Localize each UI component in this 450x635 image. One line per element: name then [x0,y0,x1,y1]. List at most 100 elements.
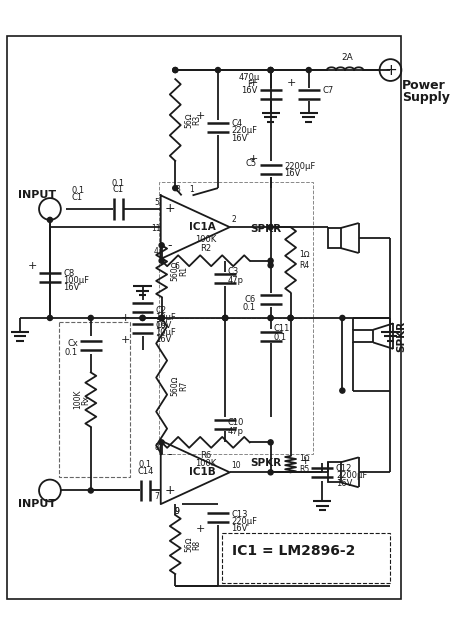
Circle shape [288,316,293,321]
Text: 56Ω: 56Ω [184,112,194,128]
Text: +: + [28,261,37,271]
Circle shape [159,243,164,248]
Text: +: + [196,111,205,121]
Text: R7: R7 [179,381,188,391]
Bar [159,318,313,454]
Text: IC1 = LM2896-2: IC1 = LM2896-2 [232,544,355,558]
Text: R8: R8 [193,540,202,549]
Text: C13: C13 [232,510,248,519]
Text: 100K: 100K [73,390,82,410]
Text: C4: C4 [232,119,243,128]
Text: 0.1: 0.1 [243,302,256,312]
Text: C10: C10 [228,418,244,427]
Text: 16V: 16V [232,524,248,533]
Text: +: + [300,456,310,466]
Text: 5: 5 [154,198,159,207]
Text: 9: 9 [175,507,180,516]
Bar [328,462,341,483]
Text: C9: C9 [155,321,166,330]
Text: 11: 11 [151,224,161,234]
Circle shape [173,67,178,72]
Circle shape [140,316,145,321]
Text: 2: 2 [232,215,236,224]
Circle shape [88,316,93,321]
Text: C5: C5 [246,159,257,168]
Text: 8: 8 [154,443,159,452]
Circle shape [173,185,178,190]
Text: 1Ω: 1Ω [299,454,310,463]
Circle shape [268,263,273,268]
Circle shape [268,225,273,230]
Text: +: + [165,203,175,215]
Circle shape [159,316,164,321]
Text: C2: C2 [155,306,166,315]
Text: IC1B: IC1B [189,467,216,478]
Text: 2A: 2A [341,53,353,62]
Text: +: + [121,314,130,323]
Text: C8: C8 [63,269,75,278]
Bar [159,182,313,318]
Text: C1: C1 [72,192,83,202]
Text: C11: C11 [273,324,290,333]
Text: R5: R5 [299,465,309,474]
Circle shape [268,316,273,321]
Text: 100μF: 100μF [63,276,90,285]
Text: 100K: 100K [195,458,216,468]
Text: 0.1: 0.1 [139,460,152,469]
Text: 2200μF: 2200μF [284,162,315,171]
Text: +: + [248,154,258,164]
Circle shape [223,316,228,321]
Text: 16V: 16V [242,86,258,95]
Bar [353,330,373,342]
Text: R2: R2 [200,244,211,253]
Text: +: + [384,62,397,77]
Circle shape [340,388,345,393]
Text: Power: Power [402,79,446,92]
Circle shape [173,67,178,72]
Text: 560Ω: 560Ω [171,261,180,281]
Text: 4: 4 [154,247,159,256]
Text: 0.1: 0.1 [72,186,85,196]
Bar [328,228,341,248]
Text: INPUT: INPUT [18,190,56,201]
Text: 0.1: 0.1 [65,348,78,357]
Text: C14: C14 [137,467,153,476]
Text: R1: R1 [179,266,188,276]
Text: 6: 6 [175,262,180,271]
Circle shape [268,316,273,321]
Text: -: - [167,448,172,460]
Text: Cx: Cx [67,339,78,348]
Text: R6: R6 [200,451,212,460]
Text: +: + [196,524,205,534]
Text: 16V: 16V [155,335,171,344]
Text: SPKR: SPKR [396,321,406,352]
Circle shape [88,488,93,493]
Text: C12: C12 [336,464,352,473]
Text: 16V: 16V [155,321,171,330]
Text: 9: 9 [175,507,180,516]
Circle shape [159,258,164,264]
Text: IC1A: IC1A [189,222,216,232]
Text: 220μF: 220μF [232,126,257,135]
Text: C7: C7 [322,86,333,95]
Circle shape [159,316,164,321]
Circle shape [140,316,145,321]
Circle shape [223,316,228,321]
Text: 3: 3 [175,185,180,194]
Text: 220μF: 220μF [232,517,257,526]
Text: +: + [248,78,258,88]
Text: -: - [167,239,172,252]
Text: 0.1: 0.1 [273,333,287,342]
Text: Supply: Supply [402,91,450,104]
Circle shape [47,316,53,321]
Text: 47p: 47p [228,276,244,285]
Circle shape [288,316,293,321]
Text: 100K: 100K [195,236,216,244]
Circle shape [288,316,293,321]
Text: 56Ω: 56Ω [184,537,194,552]
Circle shape [268,440,273,445]
Text: 16V: 16V [336,479,352,488]
Text: 16V: 16V [232,133,248,143]
Text: +: + [121,335,130,345]
Text: C3: C3 [228,267,239,276]
